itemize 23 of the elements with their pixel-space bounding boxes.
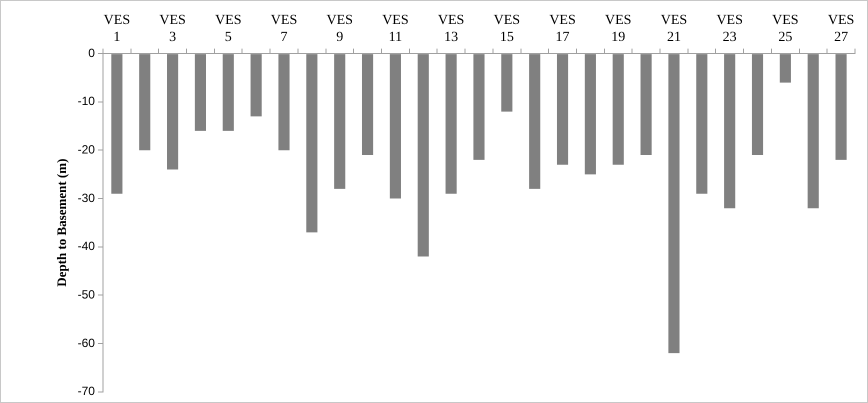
x-tick-label: VES 7 xyxy=(270,13,298,45)
y-tick-label: 0 xyxy=(88,46,96,60)
y-tick-label: -60 xyxy=(78,336,96,350)
x-tick-label: VES 17 xyxy=(549,13,576,45)
x-tick-label: VES 11 xyxy=(382,13,409,45)
y-tick-label: -10 xyxy=(78,94,96,108)
x-tick-label: VES 27 xyxy=(828,13,854,45)
y-tick-label: -70 xyxy=(78,384,96,398)
x-tick-label: VES 23 xyxy=(716,13,743,45)
y-tick-label: -40 xyxy=(78,239,96,254)
x-tick-label: VES 1 xyxy=(104,13,130,45)
y-tick-label: -30 xyxy=(78,190,96,205)
y-tick-label: -50 xyxy=(78,287,96,302)
x-tick-label: VES 19 xyxy=(605,13,632,45)
x-tick-label: VES 25 xyxy=(772,13,799,45)
x-tick-label: VES 9 xyxy=(326,13,353,45)
x-tick-label: VES 5 xyxy=(215,13,242,45)
x-tick-label: VES 15 xyxy=(494,13,520,45)
x-tick-label: VES 3 xyxy=(159,13,186,45)
y-tick-label: -20 xyxy=(78,142,96,157)
y-axis-title: Depth to Basement (m) xyxy=(54,158,70,287)
x-tick-label: VES 21 xyxy=(660,13,688,45)
x-tick-label: VES 13 xyxy=(438,13,464,45)
